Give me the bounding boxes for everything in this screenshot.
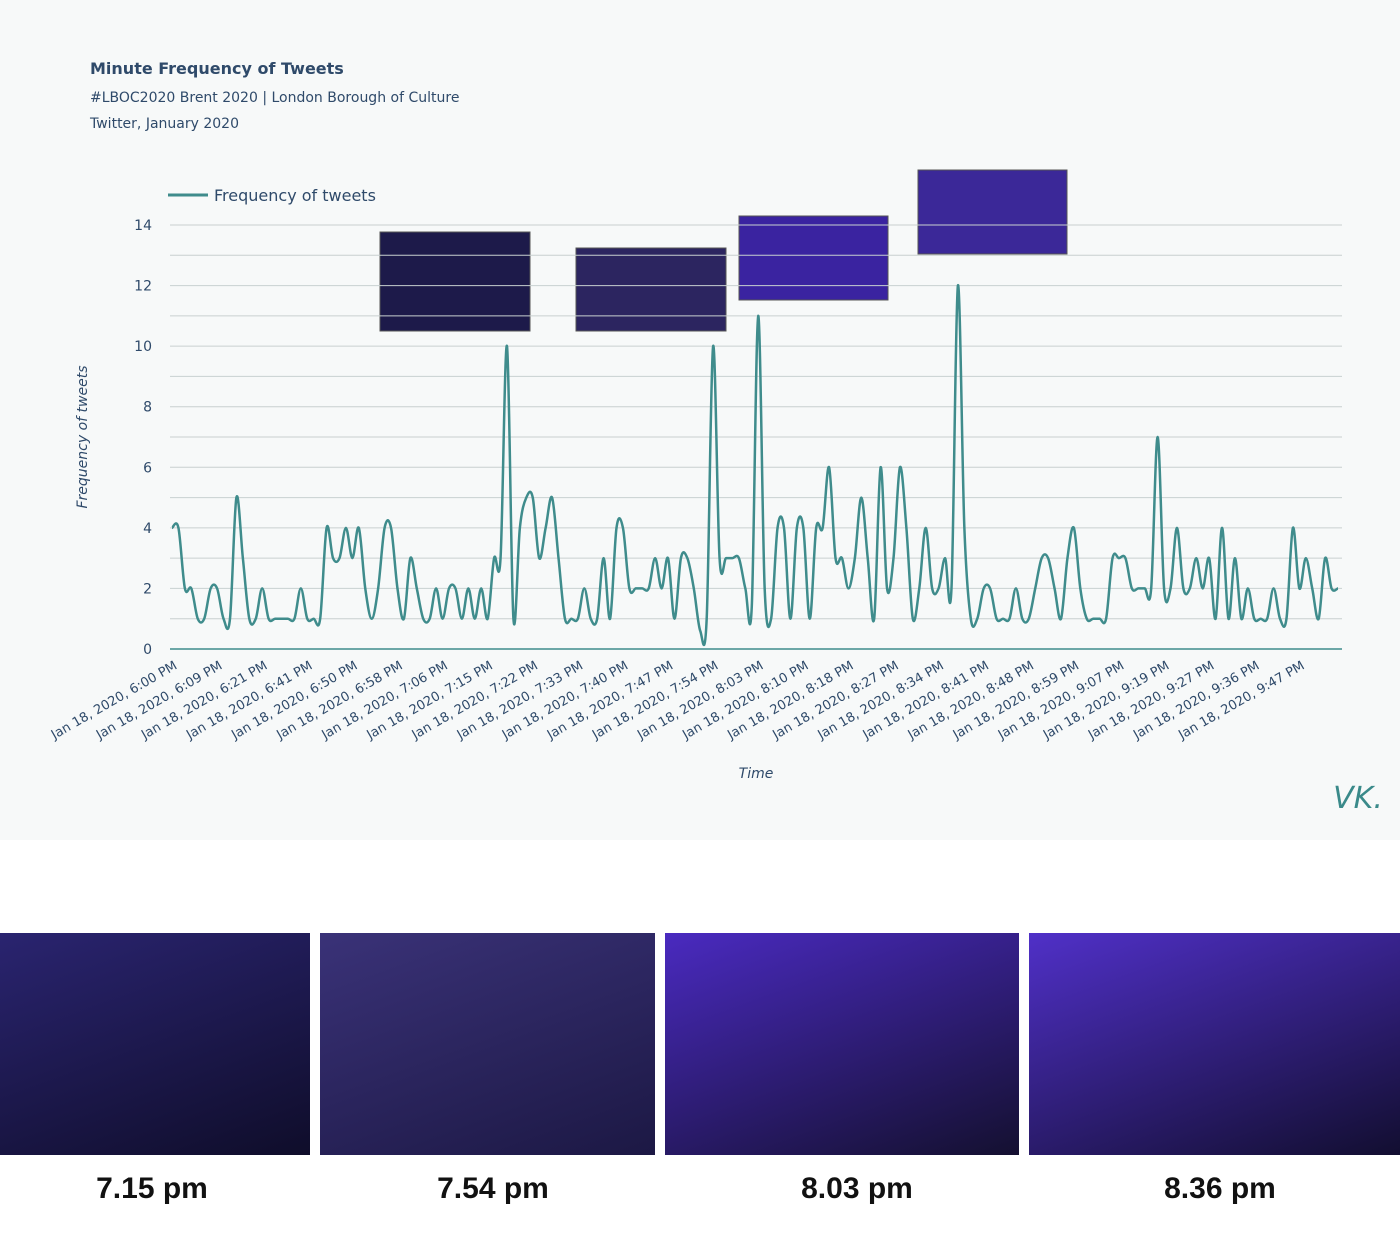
y-tick-label: 10 [134, 339, 152, 355]
photo [738, 215, 889, 301]
photo [379, 231, 531, 332]
photo [320, 933, 655, 1155]
photo-caption: 8.03 pm [801, 1172, 913, 1205]
chart-subtitle: #LBOC2020 Brent 2020 | London Borough of… [90, 90, 459, 106]
y-tick-label: 14 [134, 218, 152, 234]
signature: VK. [1333, 781, 1383, 816]
y-tick-label: 6 [143, 460, 152, 476]
chart-source: Twitter, January 2020 [89, 116, 239, 132]
y-tick-label: 2 [143, 581, 152, 597]
line [170, 284, 1339, 647]
photo [0, 933, 310, 1155]
photo-caption: 7.15 pm [96, 1172, 208, 1205]
y-tick-label: 4 [143, 521, 152, 537]
chart-title: Minute Frequency of Tweets [90, 59, 344, 78]
photo [917, 169, 1068, 255]
y-axis-title: Frequency of tweets [75, 366, 91, 509]
photo [1029, 933, 1400, 1155]
photo-caption: 7.54 pm [437, 1172, 549, 1205]
legend-label: Frequency of tweets [214, 186, 376, 205]
photo-caption: 8.36 pm [1164, 1172, 1276, 1205]
y-tick-label: 0 [143, 642, 152, 658]
photo [575, 247, 727, 332]
y-tick-label: 8 [143, 400, 152, 416]
y-tick-label: 12 [134, 279, 152, 295]
chart: Minute Frequency of Tweets #LBOC2020 Bre… [48, 59, 1383, 816]
photo [665, 933, 1019, 1155]
inset-photos [379, 169, 1068, 332]
x-axis-title: Time [739, 766, 774, 782]
